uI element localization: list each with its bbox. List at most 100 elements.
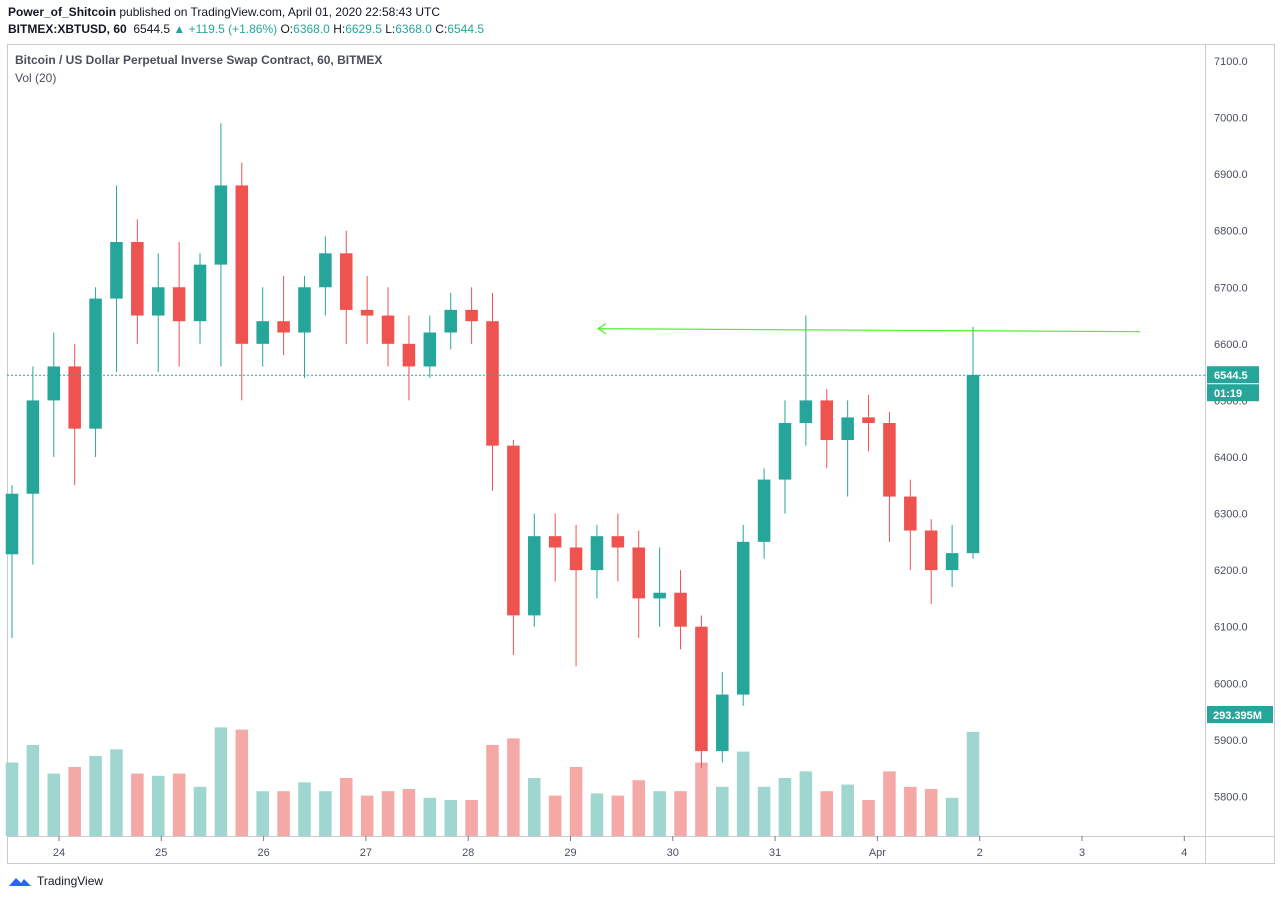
candle-body bbox=[820, 400, 834, 440]
candle-body bbox=[966, 374, 980, 554]
price-tick-label: 6100.0 bbox=[1214, 622, 1248, 634]
candle-body bbox=[256, 321, 269, 344]
candle-body bbox=[883, 423, 896, 497]
candle-body bbox=[716, 694, 729, 752]
volume-bar bbox=[214, 727, 228, 836]
candle-body bbox=[778, 423, 792, 480]
time-tick-label: Apr bbox=[869, 847, 886, 859]
price-tick-label: 6400.0 bbox=[1214, 452, 1248, 464]
price-tick-label: 7100.0 bbox=[1214, 56, 1248, 68]
high-label: H: bbox=[333, 22, 346, 36]
brand-label: TradingView bbox=[37, 874, 104, 888]
candle-body bbox=[110, 242, 123, 299]
open-label: O: bbox=[280, 22, 294, 36]
pane-title[interactable]: Bitcoin / US Dollar Perpetual Inverse Sw… bbox=[15, 53, 383, 67]
candle-body bbox=[486, 321, 499, 446]
change-value: ▲ +119.5 (+1.86%) bbox=[173, 22, 278, 36]
candle-body bbox=[26, 400, 40, 494]
high-value: 6629.5 bbox=[345, 22, 382, 36]
volume-bar bbox=[507, 738, 520, 836]
annotation-arrow[interactable] bbox=[596, 323, 1141, 335]
time-tick-label: 26 bbox=[257, 847, 269, 859]
volume-indicator-label[interactable]: Vol (20) bbox=[15, 71, 57, 85]
candle-body bbox=[444, 309, 457, 333]
time-tick-label: 4 bbox=[1181, 847, 1187, 859]
volume-value-label: 293.395M bbox=[1213, 710, 1262, 722]
price-tick-label: 6300.0 bbox=[1214, 509, 1248, 521]
price-tick-label: 6600.0 bbox=[1214, 339, 1248, 351]
close-label: C: bbox=[435, 22, 448, 36]
candle-body bbox=[841, 417, 854, 440]
volume-bar bbox=[674, 791, 687, 836]
volume-bar bbox=[841, 784, 854, 836]
candle-body bbox=[736, 541, 750, 695]
volume-bar bbox=[945, 797, 959, 836]
candle-body bbox=[862, 417, 875, 424]
time-tick-label: 2 bbox=[977, 847, 983, 859]
close-value: 6544.5 bbox=[447, 22, 484, 36]
candle-body bbox=[590, 536, 604, 571]
footer-brand[interactable]: TradingView bbox=[8, 874, 103, 888]
last-price-label: 6544.5 bbox=[1214, 370, 1248, 382]
chart-frame bbox=[7, 44, 1275, 864]
time-tick-label: 29 bbox=[564, 847, 576, 859]
candle-body bbox=[151, 287, 165, 316]
candle-body bbox=[89, 298, 102, 429]
candle-body bbox=[904, 496, 917, 531]
volume-bar bbox=[5, 762, 19, 836]
volume-bar bbox=[47, 773, 61, 836]
time-tick-label: 30 bbox=[667, 847, 679, 859]
candle-body bbox=[402, 343, 416, 367]
price-ticks[interactable]: 7100.07000.06900.06800.06700.06600.06500… bbox=[1214, 56, 1248, 803]
volume-bar bbox=[653, 791, 666, 836]
candle-body bbox=[632, 547, 646, 599]
countdown-label: 01:19 bbox=[1214, 388, 1242, 400]
candle-body bbox=[214, 185, 228, 265]
volume-bar bbox=[151, 775, 165, 836]
volume-bar bbox=[423, 797, 437, 836]
price-tick-label: 7000.0 bbox=[1214, 113, 1248, 125]
volume-bars bbox=[5, 727, 980, 836]
volume-bar bbox=[486, 745, 499, 836]
time-tick-label: 28 bbox=[462, 847, 474, 859]
volume-bar bbox=[402, 789, 416, 836]
volume-bar bbox=[904, 786, 917, 836]
annotation-arrowhead bbox=[596, 323, 607, 335]
symbol-label[interactable]: BITMEX:XBTUSD, 60 bbox=[8, 22, 127, 36]
price-tick-label: 5900.0 bbox=[1214, 735, 1248, 747]
countdown-badge: 01:19 bbox=[1207, 384, 1259, 402]
volume-bar bbox=[172, 773, 186, 836]
price-tick-label: 6800.0 bbox=[1214, 226, 1248, 238]
volume-bar bbox=[716, 786, 729, 836]
candle-body bbox=[569, 547, 583, 571]
volume-bar bbox=[695, 762, 708, 836]
candle-body bbox=[945, 553, 959, 571]
volume-bar bbox=[569, 767, 583, 836]
candle-body bbox=[653, 592, 666, 599]
candle-body bbox=[319, 253, 332, 288]
last-price: 6544.5 bbox=[133, 22, 171, 36]
volume-bar bbox=[966, 731, 980, 836]
time-ticks[interactable]: 24 25 26 27 28 29 30 31 Apr 2 3 4 bbox=[53, 836, 1187, 859]
symbol-bar: BITMEX:XBTUSD, 60 6544.5 ▲ +119.5 (+1.86… bbox=[8, 22, 484, 36]
volume-bar bbox=[736, 751, 750, 836]
volume-bar bbox=[277, 791, 290, 836]
candle-body bbox=[423, 332, 437, 367]
volume-bar bbox=[131, 773, 144, 836]
candles bbox=[5, 123, 980, 769]
volume-bar bbox=[528, 778, 541, 836]
volume-bar bbox=[465, 800, 478, 836]
publish-info: Power_of_Shitcoin published on TradingVi… bbox=[8, 5, 440, 19]
volume-bar bbox=[26, 745, 40, 836]
candle-body bbox=[193, 264, 207, 322]
author-name[interactable]: Power_of_Shitcoin bbox=[8, 5, 117, 19]
volume-badge: 293.395M bbox=[1207, 706, 1273, 723]
time-tick-label: 24 bbox=[53, 847, 65, 859]
volume-bar bbox=[862, 800, 875, 836]
volume-bar bbox=[319, 791, 332, 836]
last-price-badge: 6544.5 bbox=[1207, 366, 1259, 384]
annotation-line bbox=[597, 328, 1141, 333]
volume-bar bbox=[820, 791, 834, 836]
volume-bar bbox=[799, 771, 813, 836]
